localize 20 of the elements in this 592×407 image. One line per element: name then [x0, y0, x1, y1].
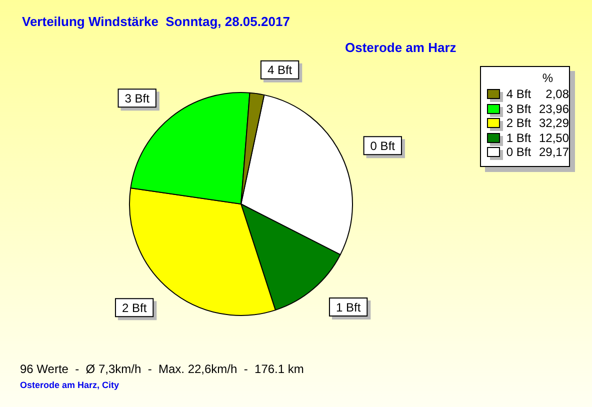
legend-label: 0 Bft	[506, 145, 532, 160]
text: Osterode am Harz, City	[20, 380, 120, 390]
data-label: 32,29	[538, 116, 569, 130]
text: 96 Werte - Ø 7,3km/h - Max. 22,6km/h - 176.1 km	[20, 362, 304, 376]
legend-title: %	[541, 71, 554, 87]
data-label: 2,08	[544, 87, 569, 102]
slice-label: 3 Bft	[124, 91, 150, 106]
data-label: 12,50	[538, 130, 569, 145]
slice-label: 4 Bft	[267, 63, 293, 78]
chart-title: Verteilung Windstärke Sonntag, 28.05.2017	[22, 14, 290, 29]
data-label: 29,17	[538, 145, 569, 160]
legend-label: 1 Bft	[506, 130, 532, 145]
legend-label: 4 Bft	[506, 87, 532, 102]
slice-label: 1 Bft	[336, 300, 362, 314]
slice-label: 0 Bft	[370, 138, 396, 153]
chart-subtitle: Osterode am Harz	[345, 40, 456, 55]
slice-label: 2 Bft	[122, 300, 148, 315]
legend-label: 3 Bft	[506, 102, 532, 116]
data-label: 23,96	[538, 102, 569, 116]
legend-label: 2 Bft	[506, 116, 532, 130]
